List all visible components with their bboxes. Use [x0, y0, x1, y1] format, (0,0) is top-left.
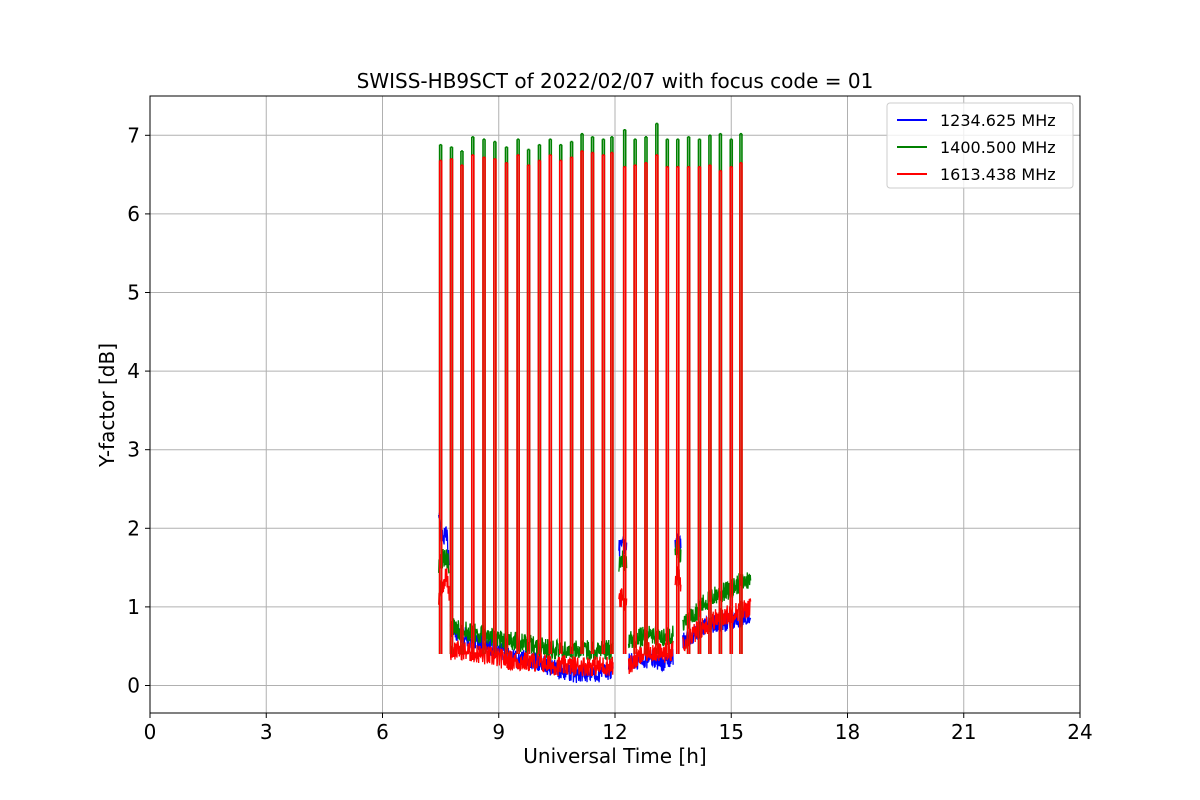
legend: 1234.625 MHz 1400.500 MHz 1613.438 MHz	[886, 102, 1074, 189]
legend-box	[886, 102, 1074, 189]
legend-label: 1234.625 MHz	[940, 111, 1056, 130]
x-tick-label: 0	[144, 720, 157, 744]
x-tick-label: 18	[835, 720, 860, 744]
plot-area	[438, 122, 752, 683]
y-tick-label: 1	[127, 595, 140, 619]
y-tick-label: 0	[127, 673, 140, 697]
y-axis: 0 1 2 3 4 5 6 7	[127, 123, 150, 697]
x-tick-label: 12	[602, 720, 627, 744]
x-tick-label: 24	[1067, 720, 1092, 744]
x-axis-label: Universal Time [h]	[523, 744, 706, 768]
x-tick-label: 6	[376, 720, 389, 744]
x-tick-label: 21	[951, 720, 976, 744]
x-tick-label: 15	[719, 720, 744, 744]
x-axis: 0 3 6 9 12 15 18 21 24	[144, 713, 1093, 744]
y-tick-label: 3	[127, 438, 140, 462]
series-line	[449, 640, 614, 677]
y-tick-label: 7	[127, 123, 140, 147]
y-tick-label: 4	[127, 359, 140, 383]
series-line	[438, 568, 450, 605]
y-tick-label: 5	[127, 280, 140, 304]
series-line	[449, 618, 614, 661]
x-tick-label: 9	[492, 720, 505, 744]
y-tick-label: 6	[127, 202, 140, 226]
y-axis-label: Y-factor [dB]	[95, 343, 119, 468]
series-line	[438, 512, 450, 568]
legend-label: 1400.500 MHz	[940, 138, 1056, 157]
chart-title: SWISS-HB9SCT of 2022/02/07 with focus co…	[357, 69, 874, 93]
x-tick-label: 3	[260, 720, 273, 744]
spikes-2	[438, 150, 743, 655]
legend-label: 1613.438 MHz	[940, 165, 1056, 184]
y-tick-label: 2	[127, 516, 140, 540]
series-line	[438, 548, 450, 574]
